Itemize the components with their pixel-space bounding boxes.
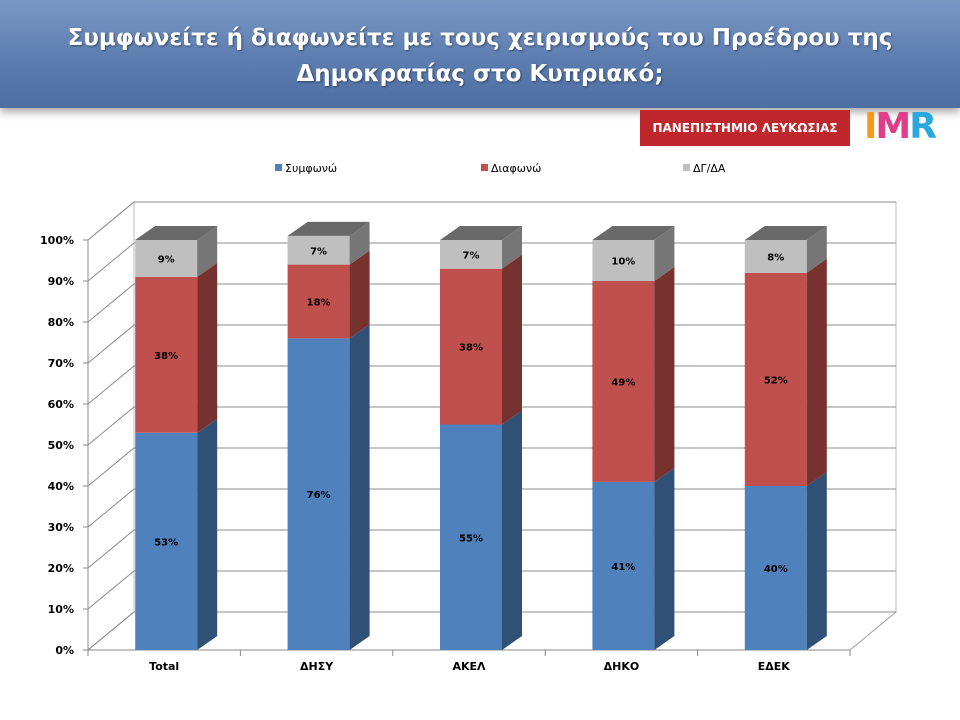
data-label: 8%: [767, 252, 784, 263]
bar-segment: [287, 338, 350, 650]
bar-segment-side: [654, 226, 675, 281]
bar-segment-side: [502, 254, 522, 425]
legend-label: Συμφωνώ: [285, 162, 337, 175]
bar-segment: [135, 240, 198, 277]
bar-segment: [592, 481, 655, 650]
y-tick-label: 60%: [48, 398, 74, 411]
data-label: 76%: [307, 490, 331, 501]
x-tick-label: ΕΔΕΚ: [758, 660, 791, 673]
y-tick-label: 70%: [48, 357, 74, 370]
data-label: 7%: [463, 250, 480, 261]
y-tick-label: 80%: [48, 316, 74, 329]
bar-segment: [440, 268, 502, 425]
title-line-2: Δημοκρατίας στο Κυπριακό;: [296, 61, 664, 87]
data-label: 49%: [611, 377, 635, 388]
title-line-1: Συμφωνείτε ή διαφωνείτε με τους χειρισμο…: [67, 25, 893, 51]
legend-swatch: [481, 164, 488, 171]
bar-segment: [440, 424, 502, 650]
y-tick-label: 50%: [48, 439, 74, 452]
bar-segment-side: [349, 221, 370, 265]
bar-segment-side: [197, 418, 218, 650]
bar-top: [440, 226, 522, 240]
y-tick-label: 100%: [40, 234, 74, 247]
legend-label: Διαφωνώ: [491, 162, 541, 175]
x-tick-label: ΔΗΣΥ: [300, 660, 334, 673]
bar-segment: [744, 486, 807, 650]
x-tick-label: ΔΗΚΟ: [604, 660, 640, 673]
bar-top: [287, 221, 370, 236]
bar-segment: [440, 240, 502, 269]
bar-top: [744, 226, 827, 240]
data-label: 41%: [611, 562, 635, 573]
x-axis: Total ΔΗΣΥ ΑΚΕΛ ΔΗΚΟ ΕΔΕΚ: [87, 649, 851, 673]
bar-segment-side: [806, 258, 827, 486]
y-tick-label: 10%: [48, 603, 74, 616]
bar-segment-side: [654, 467, 675, 650]
y-axis: 0% 10% 20% 30% 40% 50% 60% 70% 80% 90% 100%: [40, 234, 89, 657]
bar-segment-side: [654, 267, 675, 482]
legend-label: ΔΓ/ΔΑ: [693, 162, 726, 175]
university-logo: ΠΑΝΕΠΙΣΤΗΜΙΟ ΛΕΥΚΩΣΙΑΣ: [640, 110, 850, 146]
slide-title: Συμφωνείτε ή διαφωνείτε με τους χειρισμο…: [40, 20, 920, 92]
data-label: 53%: [154, 537, 178, 548]
data-label: 38%: [459, 343, 483, 354]
bar-segment-side: [197, 262, 218, 433]
gridline: [87, 201, 896, 241]
bar-segment: [287, 235, 350, 265]
legend-swatch: [275, 164, 282, 171]
y-tick-label: 40%: [48, 480, 74, 493]
data-labels: 53% 38% 9% 76% 18% 7% 55% 38% 7% 41% 49% 10% 40% 52% 8…: [154, 246, 788, 575]
bar-segment-side: [349, 324, 370, 650]
bar-segment-side: [806, 472, 827, 650]
bar-segment-side: [502, 410, 522, 650]
imr-logo: IMR: [864, 106, 937, 147]
bar-segment: [135, 432, 198, 650]
bar-segment: [744, 240, 807, 273]
data-label: 40%: [764, 564, 788, 575]
bar-segment: [592, 281, 655, 482]
data-label: 7%: [310, 246, 327, 257]
data-label: 38%: [154, 351, 178, 362]
bar-segment-side: [349, 250, 370, 339]
bar-segment-side: [806, 226, 827, 273]
bar-segment: [135, 276, 198, 433]
bar-segment: [287, 264, 350, 339]
x-tick-label: Total: [149, 660, 179, 673]
data-label: 9%: [158, 254, 175, 265]
data-label: 10%: [611, 257, 635, 268]
y-tick-label: 0%: [55, 644, 74, 657]
bar-segment: [592, 240, 655, 281]
y-tick-label: 30%: [48, 521, 74, 534]
title-banner: Συμφωνείτε ή διαφωνείτε με τους χειρισμο…: [0, 0, 960, 108]
bar-segment-side: [197, 226, 218, 277]
legend-swatch: [683, 164, 690, 171]
chart-legend: Συμφωνώ Διαφωνώ ΔΓ/ΔΑ: [275, 162, 726, 175]
y-tick-label: 90%: [48, 275, 74, 288]
bar-top: [135, 226, 218, 240]
data-label: 18%: [307, 298, 331, 309]
data-label: 52%: [764, 375, 788, 386]
data-label: 55%: [459, 533, 483, 544]
x-tick-label: ΑΚΕΛ: [452, 660, 486, 673]
bar-top: [592, 226, 675, 240]
bar-segment: [744, 272, 807, 486]
y-tick-label: 20%: [48, 562, 74, 575]
bar-segment-side: [502, 226, 522, 269]
chart-bars: [135, 221, 827, 650]
